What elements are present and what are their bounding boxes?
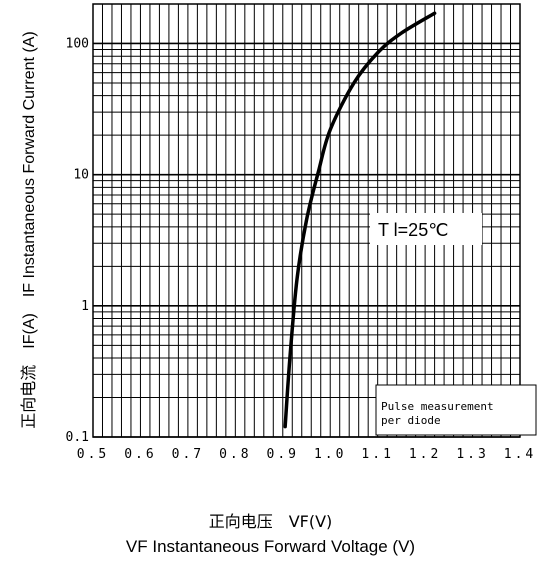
x-tick-label: 0.9 [267, 447, 299, 462]
y-tick-label: 1 [81, 299, 89, 314]
x-tick-label: 1.4 [504, 447, 536, 462]
x-tick-label: 0.5 [77, 447, 109, 462]
y-tick-label: 0.1 [66, 430, 89, 445]
y-axis-label-cn: 正向电流 IF(A) [21, 313, 38, 429]
x-tick-label: 1.3 [456, 447, 488, 462]
x-tick-label: 0.8 [219, 447, 251, 462]
annotation-text: T l=25℃ [378, 220, 448, 240]
x-tick-label: 0.6 [124, 447, 156, 462]
y-tick-label: 10 [73, 168, 89, 183]
pulse-note-box: Pulse measurement per diode [375, 384, 537, 436]
x-tick-labels: 0.5 0.6 0.7 0.8 0.9 1.0 1.1 1.2 1.3 1.4 [77, 447, 536, 462]
note-line-1: Pulse measurement [381, 400, 494, 413]
x-axis-label-cn: 正向电压 VF(V) [208, 512, 333, 531]
x-tick-label: 1.0 [314, 447, 346, 462]
y-axis-label: IF Instantaneous Forward Current (A) [21, 31, 38, 298]
x-axis-label: VF Instantaneous Forward Voltage (V) [125, 537, 416, 556]
x-tick-label: 1.1 [361, 447, 393, 462]
series-line [283, 11, 437, 429]
x-tick-label: 1.2 [409, 447, 441, 462]
note-line-2: per diode [381, 414, 441, 427]
x-tick-label: 0.7 [172, 447, 204, 462]
y-tick-labels: 0.1 1 10 100 [66, 36, 89, 445]
y-tick-label: 100 [66, 36, 89, 51]
plot-frame [92, 3, 521, 438]
temperature-annotation: T l=25℃ [370, 213, 482, 245]
